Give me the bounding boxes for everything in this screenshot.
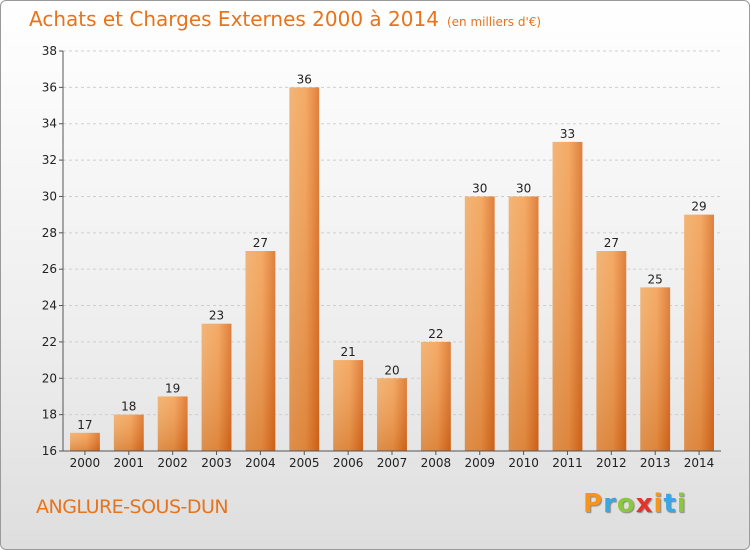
bar-shade: [596, 251, 627, 451]
value-label: 18: [121, 400, 136, 414]
y-tick-label: 26: [42, 262, 57, 276]
value-label: 30: [472, 181, 487, 195]
x-tick-label: 2001: [114, 456, 145, 470]
logo-letter: x: [635, 489, 654, 519]
value-label: 22: [428, 327, 443, 341]
bar-shade: [552, 141, 583, 451]
value-label: 20: [384, 363, 399, 377]
y-tick-label: 36: [42, 80, 57, 94]
logo-letter: t: [663, 489, 677, 519]
value-label: 21: [340, 345, 355, 359]
bar-shade: [201, 323, 232, 451]
bar-shade: [420, 341, 451, 451]
value-label: 17: [77, 418, 92, 432]
logo-letter: P: [583, 489, 604, 519]
chart-subtitle: (en milliers d'€): [446, 15, 542, 29]
x-tick-label: 2005: [289, 456, 320, 470]
y-tick-label: 28: [42, 226, 57, 240]
bar-shade: [508, 196, 539, 451]
x-tick-label: 2007: [377, 456, 408, 470]
y-tick-label: 16: [42, 444, 57, 458]
y-tick-label: 30: [42, 189, 57, 203]
logo-letter: r: [603, 489, 617, 519]
x-tick-label: 2002: [157, 456, 188, 470]
y-tick-label: 32: [42, 153, 57, 167]
value-label: 23: [209, 309, 224, 323]
x-tick-label: 2014: [684, 456, 715, 470]
bar-shade: [684, 214, 714, 451]
logo-letter: o: [616, 489, 636, 519]
bar-shade: [640, 287, 671, 451]
bar-shade: [70, 432, 100, 451]
x-tick-label: 2000: [70, 456, 101, 470]
y-tick-label: 20: [42, 371, 57, 385]
value-label: 27: [253, 236, 268, 250]
x-tick-label: 2013: [640, 456, 671, 470]
bar-shade: [157, 396, 188, 451]
bar-shade: [377, 378, 407, 451]
value-label: 33: [560, 127, 575, 141]
value-label: 27: [604, 236, 619, 250]
value-label: 25: [648, 272, 663, 286]
chart-title: Achats et Charges Externes 2000 à 2014 (e…: [29, 7, 542, 31]
x-tick-label: 2006: [333, 456, 364, 470]
value-label: 19: [165, 381, 180, 395]
value-label: 29: [691, 200, 706, 214]
bar-shade: [289, 87, 320, 451]
value-label: 30: [516, 181, 531, 195]
proxiti-logo: Proxiti: [583, 489, 687, 519]
x-tick-label: 2009: [464, 456, 495, 470]
location-label: ANGLURE-SOUS-DUN: [36, 496, 229, 518]
y-tick-label: 18: [42, 408, 57, 422]
y-tick-label: 34: [42, 117, 57, 131]
bar-shade: [333, 360, 364, 451]
x-tick-label: 2011: [552, 456, 583, 470]
x-tick-label: 2012: [596, 456, 627, 470]
value-label: 36: [297, 72, 312, 86]
x-tick-label: 2008: [421, 456, 452, 470]
x-tick-label: 2010: [508, 456, 539, 470]
x-tick-label: 2004: [245, 456, 276, 470]
y-tick-label: 24: [42, 299, 57, 313]
bar-shade: [245, 251, 276, 451]
logo-letter: i: [676, 489, 687, 519]
bar-shade: [464, 196, 495, 451]
x-tick-label: 2003: [201, 456, 232, 470]
y-tick-label: 22: [42, 335, 57, 349]
bar-shade: [113, 414, 144, 451]
y-tick-label: 38: [42, 44, 57, 58]
logo-letter: i: [653, 489, 664, 519]
